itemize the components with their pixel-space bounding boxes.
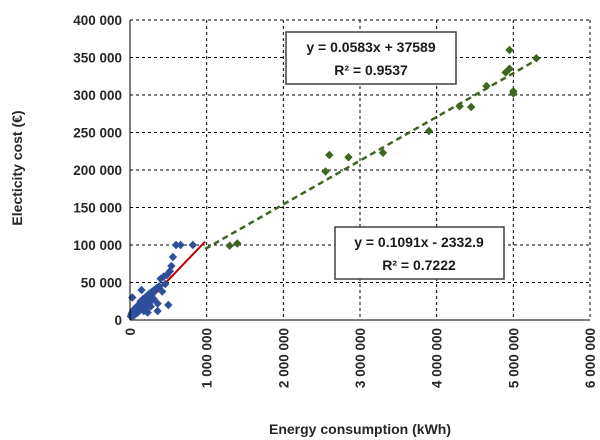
- series-1-point: [154, 282, 164, 291]
- x-tick-label: 4 000 000: [430, 328, 445, 388]
- y-tick-label: 100 000: [73, 238, 122, 253]
- equation-box-upper: y = 0.0583x + 37589 R² = 0.9537: [285, 31, 457, 85]
- x-tick-label: 5 000 000: [506, 328, 521, 388]
- series-2-point: [505, 64, 514, 73]
- trendlines: [129, 58, 537, 321]
- upper-trendline-r2: R² = 0.9537: [334, 62, 408, 78]
- series-1-point: [132, 309, 142, 318]
- series-1-point: [171, 240, 181, 250]
- x-tick-label: 0: [123, 328, 138, 336]
- upper-trendline-equation: y = 0.0583x + 37589: [306, 39, 435, 55]
- x-tick-label: 2 000 000: [276, 328, 291, 388]
- trendline-2: [204, 58, 537, 251]
- series-1-point: [188, 240, 198, 250]
- series-1-point: [153, 306, 162, 316]
- series-1-point: [141, 303, 151, 313]
- series-2-point: [505, 45, 514, 55]
- x-tick-label: 3 000 000: [353, 328, 368, 388]
- series-2-point: [509, 87, 518, 96]
- series-2-point: [482, 81, 491, 91]
- series-1-point: [137, 285, 146, 295]
- axes: 0 50 000 100 000 150 000 200 000 250 000 300 0…: [73, 13, 598, 388]
- x-axis-title: Energy consumption (kWh): [269, 421, 451, 437]
- series-1-point: [149, 294, 158, 304]
- lower-trendline-r2: R² = 0.7222: [382, 257, 456, 273]
- series-1-point: [168, 252, 178, 262]
- x-tick-label: 6 000 000: [583, 328, 598, 388]
- annotations: y = 0.0583x + 37589 R² = 0.9537 y = 0.10…: [285, 31, 505, 280]
- series-1-point: [164, 300, 173, 310]
- series-1-point: [128, 293, 137, 302]
- series-1-point: [158, 287, 167, 296]
- series-1-point: [165, 267, 175, 276]
- y-tick-label: 0: [114, 313, 122, 328]
- series-2-point: [233, 239, 242, 248]
- y-tick-label: 250 000: [73, 126, 122, 141]
- data-points: [126, 45, 541, 321]
- series-1-point: [159, 272, 168, 281]
- series-2-point: [378, 148, 388, 157]
- series-2-point: [424, 126, 434, 136]
- series-2-point: [321, 167, 330, 176]
- series-1-point: [143, 308, 152, 317]
- series-1-point: [167, 261, 176, 271]
- y-axis-title: Electicity cost (€): [9, 110, 25, 225]
- series-2-point: [455, 102, 464, 111]
- y-tick-label: 150 000: [73, 201, 122, 216]
- series-1-point: [161, 279, 170, 289]
- lower-trendline-equation: y = 0.1091x - 2332.9: [354, 234, 484, 250]
- series-2-point: [225, 241, 234, 250]
- series-2-point: [344, 153, 353, 162]
- y-tick-label: 50 000: [81, 276, 122, 291]
- series-2-point: [532, 54, 541, 63]
- equation-box-lower: y = 0.1091x - 2332.9 R² = 0.7222: [334, 226, 505, 280]
- series-2-point: [466, 102, 476, 112]
- series-2-point: [325, 150, 334, 160]
- series-1-point: [176, 240, 185, 250]
- series-1-point: [138, 305, 147, 314]
- y-tick-label: 300 000: [73, 88, 122, 103]
- y-tick-label: 350 000: [73, 51, 122, 66]
- y-tick-label: 200 000: [73, 163, 122, 178]
- series-1-point: [148, 288, 158, 298]
- y-tick-label: 400 000: [73, 13, 122, 28]
- x-tick-label: 1 000 000: [200, 328, 215, 388]
